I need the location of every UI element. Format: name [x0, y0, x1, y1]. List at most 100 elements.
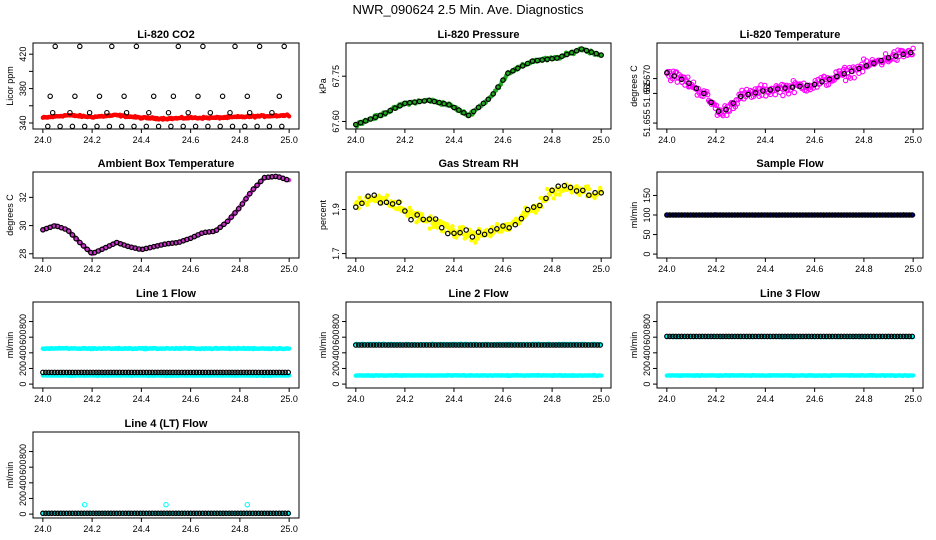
- data-point: [131, 510, 138, 517]
- data-point: [764, 212, 771, 218]
- data-point: [900, 333, 907, 340]
- y-axis-label: degrees C: [5, 194, 15, 236]
- x-tick-label: 24.4: [133, 394, 151, 404]
- data-point: [184, 510, 191, 517]
- data-point: [111, 369, 117, 376]
- data-point: [435, 342, 442, 348]
- data-point: [760, 88, 766, 94]
- data-point: [40, 510, 46, 517]
- x-tick-label: 25.0: [904, 264, 922, 274]
- data-point: [376, 342, 383, 348]
- data-point: [541, 342, 548, 348]
- data-point: [228, 214, 235, 220]
- data-point: [906, 333, 913, 340]
- data-point: [832, 212, 839, 218]
- data-point: [770, 212, 777, 218]
- data-point: [42, 369, 49, 376]
- data-point: [400, 342, 406, 348]
- data-point: [258, 369, 265, 376]
- data-point: [526, 342, 533, 348]
- data-point: [779, 212, 785, 218]
- data-point: [553, 342, 559, 348]
- data-point: [867, 333, 874, 340]
- data-point: [40, 369, 46, 376]
- x-tick-label: 24.2: [83, 524, 101, 534]
- data-point: [432, 216, 439, 222]
- data-point: [408, 208, 413, 213]
- data-point: [764, 333, 771, 340]
- data-point: [461, 342, 468, 348]
- data-point: [853, 212, 859, 218]
- data-point: [475, 236, 481, 241]
- data-point: [102, 510, 108, 517]
- data-point: [900, 51, 907, 58]
- data-point: [490, 91, 497, 97]
- x-tick-label: 24.8: [855, 394, 873, 404]
- data-points: [40, 173, 292, 257]
- data-point: [737, 212, 744, 218]
- series-averages: [664, 49, 914, 115]
- data-point: [681, 333, 688, 340]
- data-point: [711, 212, 717, 218]
- data-point: [808, 333, 815, 340]
- data-point: [133, 43, 140, 50]
- data-point: [397, 103, 403, 109]
- data-point: [524, 60, 531, 67]
- data-point: [737, 93, 744, 100]
- data-point: [229, 123, 236, 129]
- data-point: [494, 222, 500, 227]
- data-point: [283, 176, 290, 183]
- x-tick-label: 24.6: [182, 264, 200, 274]
- panel-title: Line 3 Flow: [760, 288, 820, 300]
- data-point: [755, 212, 762, 218]
- data-point: [397, 342, 403, 348]
- data-point: [467, 342, 474, 348]
- data-point: [450, 342, 456, 348]
- data-point: [475, 104, 482, 111]
- y-tick-label: 400: [18, 345, 28, 360]
- data-point: [199, 369, 206, 376]
- data-point: [361, 342, 368, 348]
- data-point: [426, 216, 433, 222]
- data-point: [72, 93, 78, 100]
- data-point: [161, 510, 167, 517]
- data-point: [774, 86, 781, 92]
- data-point: [844, 212, 850, 218]
- x-tick-label: 24.2: [707, 394, 725, 404]
- data-point: [797, 212, 803, 218]
- data-point: [772, 91, 779, 98]
- data-point: [456, 107, 462, 113]
- series-averages: [40, 510, 292, 517]
- data-point: [281, 43, 287, 50]
- data-point: [870, 60, 877, 67]
- data-point: [686, 80, 692, 87]
- data-point: [862, 333, 868, 340]
- y-tick-label: 600: [331, 330, 341, 345]
- data-point: [708, 99, 715, 106]
- data-point: [731, 333, 738, 340]
- series-averages: [352, 46, 605, 128]
- y-axis-label: kPa: [318, 78, 328, 94]
- data-point: [143, 123, 150, 129]
- y-tick-label: 800: [18, 314, 28, 329]
- data-point: [67, 109, 73, 116]
- data-point: [403, 342, 409, 348]
- data-point: [476, 342, 483, 348]
- data-point: [867, 212, 874, 218]
- data-point: [269, 109, 275, 116]
- data-point: [146, 510, 153, 517]
- figure-title: NWR_090624 2.5 Min. Ave. Diagnostics: [353, 2, 584, 17]
- data-point: [457, 229, 463, 236]
- data-point: [891, 212, 898, 218]
- y-tick-label: 1.9: [331, 203, 341, 216]
- y-axis-label: Licor ppm: [5, 66, 15, 106]
- data-point: [699, 212, 706, 218]
- data-point: [137, 510, 144, 517]
- x-tick-label: 24.2: [707, 135, 725, 145]
- data-point: [500, 342, 506, 348]
- data-point: [285, 510, 292, 517]
- data-point: [819, 79, 825, 85]
- data-point: [470, 342, 477, 348]
- x-tick-label: 25.0: [280, 135, 298, 145]
- data-point: [734, 212, 741, 218]
